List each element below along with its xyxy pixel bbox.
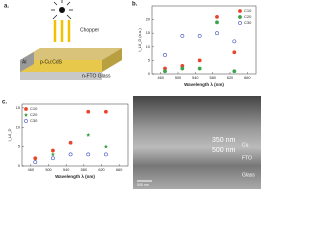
y-tick-label: 0 <box>18 164 20 168</box>
marker <box>86 132 91 137</box>
marker <box>33 160 38 165</box>
x-tick-label: 500 <box>45 168 51 172</box>
marker <box>33 156 38 161</box>
y-tick-label: 10 <box>16 125 20 129</box>
device-top <box>20 48 122 60</box>
y-tick-label: 15 <box>16 106 20 110</box>
marker <box>215 14 219 19</box>
sem-label: 350 nm <box>212 137 236 144</box>
marker <box>197 58 202 63</box>
panel-label: a. <box>4 4 9 10</box>
legend-marker <box>238 9 242 13</box>
legend-marker <box>24 119 28 123</box>
y-axis-label: I_L/I_D (a.u.) <box>137 28 142 52</box>
y-tick-label: 15 <box>146 31 150 35</box>
legend-label: C30 <box>30 118 38 123</box>
device-side <box>102 48 122 72</box>
marker <box>232 50 237 55</box>
marker <box>163 69 167 74</box>
marker <box>232 39 237 44</box>
marker <box>68 152 73 157</box>
sem-label: Cu <box>242 142 249 148</box>
plot-frame <box>151 5 257 75</box>
legend-label: C30 <box>244 20 252 25</box>
marker <box>50 152 56 157</box>
x-tick-label: 620 <box>227 76 233 80</box>
x-tick-label: 660 <box>116 168 122 172</box>
marker <box>197 34 202 38</box>
marker <box>51 156 55 161</box>
sem-image: 350 nm 500 nm Cu FTO Glass 500 nm <box>133 96 261 189</box>
figure: a. Chopper Al p-Cu:CdS n-FTO Glass 350 n… <box>2 0 261 189</box>
marker <box>215 20 219 25</box>
y-tick-label: 5 <box>148 58 150 62</box>
x-tick-label: 620 <box>98 168 104 172</box>
legend-marker <box>238 21 242 25</box>
legend-marker <box>23 112 29 117</box>
panel-label: b. <box>132 2 138 8</box>
sem-label: 500 nm <box>212 147 236 154</box>
marker <box>104 109 108 114</box>
x-axis-label: Wavelength λ (nm) <box>55 174 95 179</box>
legend-label: C10 <box>244 8 252 13</box>
legend-label: C20 <box>244 14 252 19</box>
glass <box>20 72 102 80</box>
panel-label: c. <box>2 100 7 106</box>
scale-label: 500 nm <box>137 183 149 187</box>
chopper-label: Chopper <box>80 27 100 33</box>
y-tick-label: 20 <box>146 18 150 22</box>
marker <box>103 144 109 149</box>
x-tick-label: 460 <box>157 76 163 80</box>
lamp <box>59 7 65 13</box>
y-tick-label: 5 <box>18 145 20 149</box>
al <box>20 52 34 72</box>
x-axis-label: Wavelength λ (nm) <box>184 82 224 87</box>
legend-marker <box>238 15 242 19</box>
marker <box>86 152 91 157</box>
y-tick-label: 10 <box>146 45 150 49</box>
x-tick-label: 540 <box>192 76 198 80</box>
marker <box>104 152 108 157</box>
sem-label: Glass <box>242 172 255 178</box>
marker <box>68 140 73 145</box>
marker <box>86 109 91 114</box>
legend-marker <box>24 107 28 111</box>
x-tick-label: 540 <box>63 168 69 172</box>
schematic: a. Chopper Al p-Cu:CdS n-FTO Glass <box>4 0 122 80</box>
marker <box>232 69 237 74</box>
layer-label: Al <box>22 59 26 65</box>
legend-label: C10 <box>30 106 38 111</box>
marker <box>163 53 167 57</box>
sem-label: FTO <box>242 155 252 161</box>
sem-photo <box>133 96 261 189</box>
x-tick-label: 580 <box>81 168 87 172</box>
marker <box>51 148 55 153</box>
light <box>53 20 71 42</box>
x-tick-label: 580 <box>209 76 215 80</box>
y-tick-label: 0 <box>148 72 150 76</box>
layer-label: n-FTO Glass <box>82 73 111 79</box>
marker <box>180 34 185 38</box>
x-tick-label: 500 <box>175 76 181 80</box>
y-axis-label: I_L/I_D <box>7 128 12 141</box>
x-tick-label: 660 <box>244 76 250 80</box>
marker <box>197 66 202 71</box>
device-front <box>20 60 102 72</box>
layer-label: p-Cu:CdS <box>40 59 63 65</box>
plot-frame <box>21 103 129 167</box>
marker <box>180 66 185 71</box>
marker <box>215 31 219 36</box>
x-tick-label: 460 <box>28 168 34 172</box>
rays <box>51 0 73 20</box>
legend-label: C20 <box>30 112 38 117</box>
